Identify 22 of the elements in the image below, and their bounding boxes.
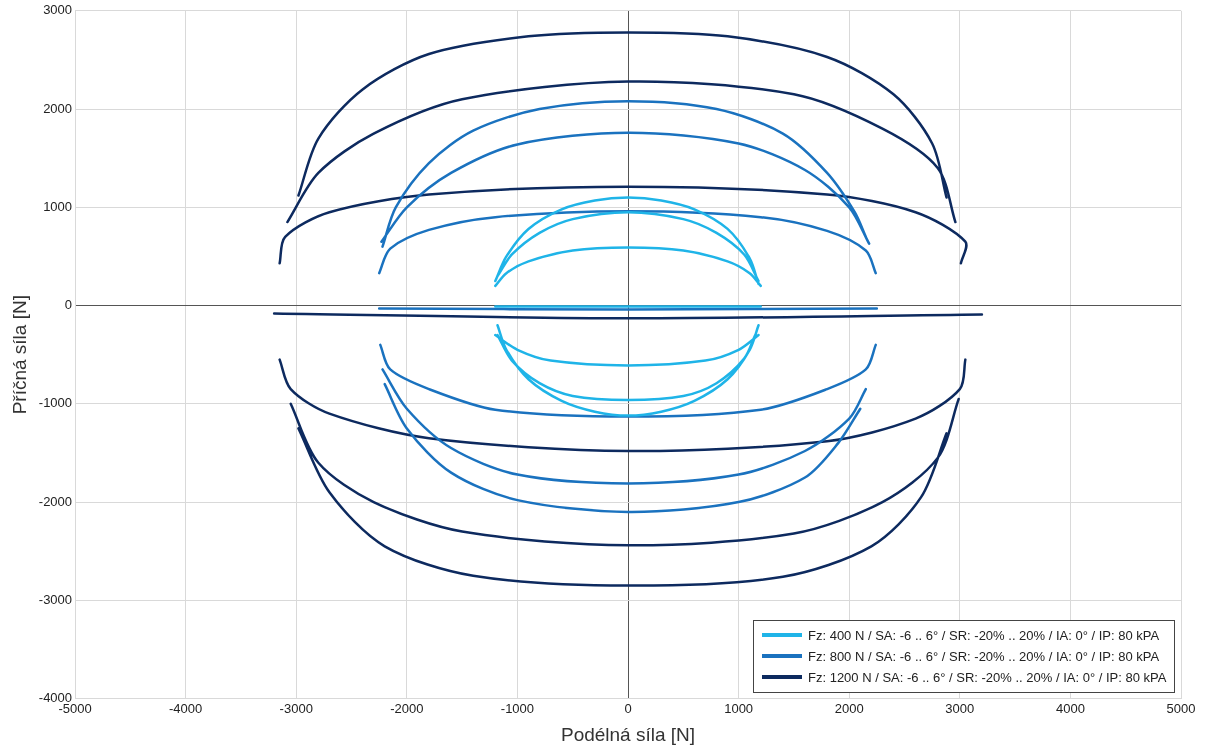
legend-label: Fz: 800 N / SA: -6 .. 6° / SR: -20% .. 20% / IA: 0° / IP: 80 kPA: [808, 648, 1160, 664]
x-tick-label: 2000: [834, 700, 864, 716]
legend-label: Fz: 1200 N / SA: -6 .. 6° / SR: -20% .. 20% / IA: 0° / IP: 80 kPA: [808, 669, 1167, 685]
legend-label: Fz: 400 N / SA: -6 .. 6° / SR: -20% .. 20% / IA: 0° / IP: 80 kPA: [808, 627, 1160, 643]
y-tick-label: 0: [64, 297, 73, 313]
y-tick-label: -2000: [38, 493, 73, 509]
x-tick-label: 5000: [1166, 700, 1196, 716]
y-tick-label: 3000: [43, 2, 73, 18]
x-tick-label: -3000: [279, 700, 313, 716]
x-tick-label: -1000: [500, 700, 535, 716]
x-tick-label: 4000: [1055, 700, 1085, 716]
y-tick-label: -3000: [38, 591, 73, 607]
x-tick-label: 1000: [724, 700, 754, 716]
x-tick-label: 3000: [945, 700, 975, 716]
x-axis-title: Podélná síla [N]: [560, 723, 696, 745]
y-axis-title: Příčná síla [N]: [8, 295, 30, 415]
x-tick-label: -2000: [390, 700, 424, 716]
y-tick-label: -1000: [38, 395, 73, 411]
y-tick-label: 2000: [43, 100, 73, 116]
y-tick-label: 1000: [43, 198, 73, 214]
x-tick-label: -4000: [169, 700, 203, 716]
x-tick-label: 0: [624, 700, 632, 716]
